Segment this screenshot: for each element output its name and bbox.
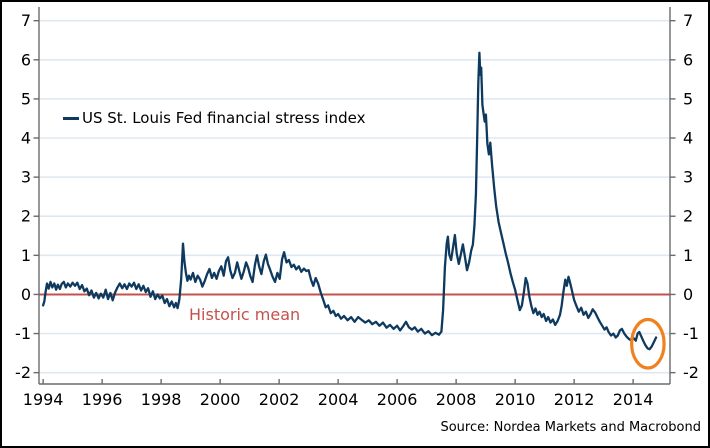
y-tick-label-right--1: -1	[683, 324, 699, 343]
x-tick-label-1994: 1994	[23, 390, 64, 409]
y-tick-label-right--2: -2	[683, 363, 699, 382]
y-tick-label-right-4: 4	[683, 129, 693, 148]
y-tick-label-right-5: 5	[683, 89, 693, 108]
y-tick-label-right-6: 6	[683, 50, 693, 69]
highlight-ellipse	[630, 317, 666, 370]
y-tick-label-left-2: 2	[21, 207, 31, 226]
y-tick-label-left-1: 1	[21, 246, 31, 265]
series-line-0	[41, 51, 658, 351]
x-tick-label-2000: 2000	[200, 390, 241, 409]
x-tick-label-2004: 2004	[318, 390, 359, 409]
legend-line-swatch	[63, 116, 79, 120]
historic-mean-label: Historic mean	[189, 305, 301, 324]
legend: US St. Louis Fed financial stress index	[63, 109, 365, 127]
y-tick-label-left-7: 7	[21, 11, 31, 30]
x-tick-label-2010: 2010	[495, 390, 536, 409]
x-tick-label-2012: 2012	[554, 390, 595, 409]
x-tick-label-2006: 2006	[377, 390, 418, 409]
y-tick-label-left-6: 6	[21, 50, 31, 69]
y-tick-label-right-0: 0	[683, 285, 693, 304]
y-tick-label-left-4: 4	[21, 129, 31, 148]
y-tick-label-right-7: 7	[683, 11, 693, 30]
y-tick-label-left--2: -2	[15, 363, 31, 382]
x-tick-label-2008: 2008	[436, 390, 477, 409]
x-tick-label-1996: 1996	[82, 390, 123, 409]
x-tick-label-2014: 2014	[613, 390, 654, 409]
y-tick-label-right-2: 2	[683, 207, 693, 226]
y-tick-label-left--1: -1	[15, 324, 31, 343]
y-tick-label-left-0: 0	[21, 285, 31, 304]
y-tick-label-right-1: 1	[683, 246, 693, 265]
source-caption: Source: Nordea Markets and Macrobond	[440, 420, 701, 435]
legend-label: US St. Louis Fed financial stress index	[82, 109, 366, 127]
x-tick-label-2002: 2002	[259, 390, 300, 409]
y-tick-label-right-3: 3	[683, 168, 693, 187]
x-tick-label-1998: 1998	[141, 390, 182, 409]
y-tick-label-left-3: 3	[21, 168, 31, 187]
y-tick-label-left-5: 5	[21, 89, 31, 108]
